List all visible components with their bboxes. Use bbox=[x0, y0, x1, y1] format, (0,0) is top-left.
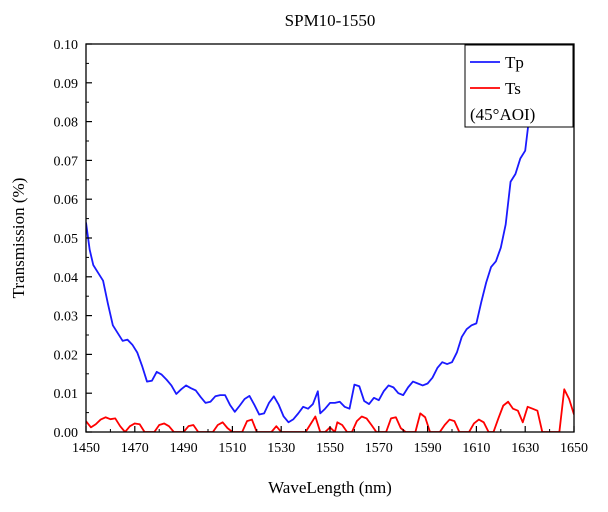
legend-box bbox=[464, 44, 574, 128]
y-tick-label: 0.02 bbox=[54, 348, 79, 363]
series-line-ts bbox=[86, 388, 574, 432]
x-tick-label: 1550 bbox=[316, 441, 344, 456]
x-axis-title: WaveLength (nm) bbox=[268, 478, 392, 497]
x-tick-label: 1630 bbox=[511, 441, 539, 456]
y-tick-label: 0.04 bbox=[54, 271, 79, 286]
plot-area bbox=[86, 44, 574, 432]
x-tick-label: 1490 bbox=[170, 441, 198, 456]
legend-label-tp: Tp bbox=[505, 53, 524, 72]
x-tick-label: 1570 bbox=[365, 441, 393, 456]
y-tick-label: 0.01 bbox=[54, 387, 79, 402]
x-tick-label: 1450 bbox=[72, 441, 100, 456]
legend-label-ts: Ts bbox=[505, 79, 521, 98]
y-tick-label: 0.05 bbox=[54, 232, 79, 247]
x-tick-label: 1530 bbox=[267, 441, 295, 456]
x-axis: 1450 1470 1490 1510 1530 1550 1570 1590 1610 1630… bbox=[72, 426, 588, 456]
y-tick-label: 0.00 bbox=[54, 426, 79, 441]
y-tick-label: 0.03 bbox=[54, 310, 79, 325]
legend-note: (45°AOI) bbox=[470, 105, 535, 124]
y-tick-label: 0.09 bbox=[54, 77, 79, 92]
y-axis-title: Transmission (%) bbox=[9, 178, 28, 299]
x-tick-label: 1510 bbox=[218, 441, 246, 456]
series-line-tp bbox=[86, 44, 540, 424]
y-tick-label: 0.06 bbox=[54, 193, 79, 208]
y-axis: 0.00 0.01 0.02 0.03 0.04 0.05 0.06 0.07 0.08 0.09… bbox=[54, 38, 92, 441]
x-tick-label: 1650 bbox=[560, 441, 588, 456]
x-tick-label: 1610 bbox=[462, 441, 490, 456]
y-tick-label: 0.10 bbox=[54, 38, 79, 53]
x-tick-label: 1470 bbox=[121, 441, 149, 456]
y-tick-label: 0.08 bbox=[54, 116, 79, 131]
y-tick-label: 0.07 bbox=[54, 154, 79, 169]
legend: Tp Ts (45°AOI) bbox=[464, 44, 574, 128]
chart-title: SPM10-1550 bbox=[285, 11, 376, 30]
x-tick-label: 1590 bbox=[414, 441, 442, 456]
